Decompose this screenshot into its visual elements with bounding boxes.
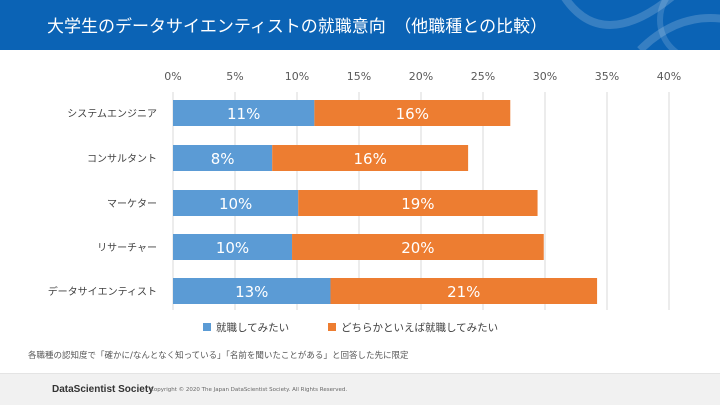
category-label: システムエンジニア xyxy=(67,108,157,120)
data-label: 19% xyxy=(401,195,434,213)
copyright: Copyright © 2020 The Japan DataScientist… xyxy=(150,387,348,393)
x-tick-label: 5% xyxy=(226,70,243,83)
bar-segment xyxy=(330,278,598,304)
bar-segment xyxy=(173,145,273,171)
x-tick-label: 40% xyxy=(657,70,681,83)
legend-swatch xyxy=(328,323,336,331)
x-tick-label: 10% xyxy=(285,70,309,83)
bar-segment xyxy=(173,100,315,126)
category-label: リサーチャー xyxy=(97,242,157,254)
x-tick-label: 15% xyxy=(347,70,371,83)
x-tick-label: 35% xyxy=(595,70,619,83)
footer: DataScientist Society Copyright © 2020 T… xyxy=(0,373,720,405)
data-label: 11% xyxy=(227,105,260,123)
x-tick-label: 30% xyxy=(533,70,557,83)
data-label: 10% xyxy=(216,239,249,257)
legend-label: どちらかといえば就職してみたい xyxy=(341,321,498,334)
stacked-bar-chart: 0% 5% 10% 15% 20% 25% 30% 35% 40% システムエンジニア 11% 16%… xyxy=(48,70,682,334)
bar-segment xyxy=(314,100,511,126)
category-label: マーケター xyxy=(107,198,157,210)
bar-segment xyxy=(173,234,293,260)
bar-segment xyxy=(298,190,538,216)
data-label: 10% xyxy=(219,195,252,213)
page-title: 大学生のデータサイエンティストの就職意向 （他職種との比較） xyxy=(47,17,548,37)
category-label: データサイエンティスト xyxy=(48,285,157,298)
data-label: 13% xyxy=(235,283,268,301)
legend-label: 就職してみたい xyxy=(216,321,289,334)
data-label: 16% xyxy=(396,105,429,123)
data-label: 8% xyxy=(211,150,235,168)
header-banner: 大学生のデータサイエンティストの就職意向 （他職種との比較） xyxy=(0,0,720,50)
bar-segment xyxy=(292,234,544,260)
bar-segment xyxy=(173,278,331,304)
bar-segment xyxy=(272,145,469,171)
brand-logo-text: DataScientist Society xyxy=(52,384,154,395)
x-tick-label: 20% xyxy=(409,70,433,83)
footnote: 各職種の認知度で「確かに/なんとなく知っている」「名前を聞いたことがある」と回答… xyxy=(28,351,409,361)
x-tick-label: 25% xyxy=(471,70,495,83)
legend-swatch xyxy=(203,323,211,331)
data-label: 20% xyxy=(401,239,434,257)
bar-segment xyxy=(173,190,299,216)
x-tick-label: 0% xyxy=(164,70,181,83)
data-label: 16% xyxy=(353,150,386,168)
category-label: コンサルタント xyxy=(87,153,157,165)
data-label: 21% xyxy=(447,283,480,301)
